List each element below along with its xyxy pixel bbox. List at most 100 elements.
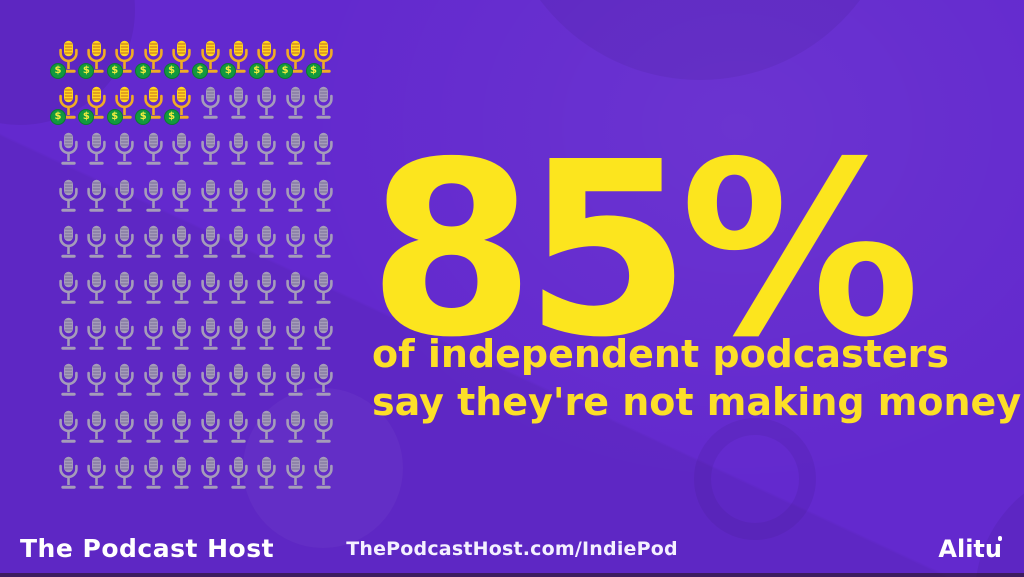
dollar-coin-icon: $ xyxy=(220,63,237,79)
microphone-icon xyxy=(115,317,135,350)
stat-caption: of independent podcasters say they're no… xyxy=(372,330,1021,426)
pictograph-mic-earning: $ xyxy=(191,40,224,86)
pictograph-mic xyxy=(196,271,224,317)
microphone-icon xyxy=(314,179,333,212)
pictograph-mic xyxy=(168,225,196,271)
pictograph-mic xyxy=(111,317,139,363)
pictograph-mic xyxy=(168,410,196,456)
pictograph-mic-earning: $ xyxy=(248,40,281,86)
pictograph-mic xyxy=(310,410,338,456)
microphone-icon xyxy=(87,410,106,443)
microphone-icon xyxy=(229,86,248,119)
pictograph-mic-earning: $ xyxy=(135,86,167,132)
pictograph-mic-earning: $ xyxy=(163,40,196,86)
microphone-icon xyxy=(87,86,106,119)
microphone-icon xyxy=(257,271,277,304)
dollar-coin-icon: $ xyxy=(163,63,180,79)
background-shape xyxy=(500,0,900,80)
pictograph-mic-earning: $ xyxy=(50,40,82,86)
pictograph-mic xyxy=(168,179,196,225)
pictograph-mic xyxy=(253,363,281,409)
microphone-icon xyxy=(314,410,333,443)
microphone-icon xyxy=(172,271,191,304)
microphone-icon xyxy=(286,364,305,397)
pictograph-mic xyxy=(281,132,309,178)
bottom-edge-strip xyxy=(0,573,1024,577)
pictograph-mic xyxy=(196,86,224,132)
pictograph-mic xyxy=(139,363,167,409)
pictograph-mic-earning: $ xyxy=(106,40,139,86)
microphone-icon xyxy=(58,364,78,397)
pictograph-mic xyxy=(224,456,252,502)
microphone-icon xyxy=(87,133,106,166)
microphone-icon xyxy=(229,225,248,258)
microphone-icon xyxy=(286,317,305,350)
microphone-icon xyxy=(257,364,277,397)
microphone-icon xyxy=(144,179,163,212)
microphone-icon xyxy=(58,456,78,489)
microphone-icon xyxy=(172,225,191,258)
microphone-icon xyxy=(115,410,135,443)
microphone-icon xyxy=(314,225,333,258)
microphone-icon xyxy=(172,364,191,397)
pictograph-mic xyxy=(281,86,309,132)
pictograph-mic xyxy=(168,317,196,363)
pictograph-mic xyxy=(139,179,167,225)
pictograph-mic xyxy=(139,271,167,317)
microphone-icon xyxy=(314,456,333,489)
pictograph-mic xyxy=(82,132,110,178)
microphone-icon xyxy=(314,271,333,304)
microphone-icon xyxy=(200,364,220,397)
pictograph-mic xyxy=(253,132,281,178)
dollar-coin-icon: $ xyxy=(277,63,294,79)
pictograph-mic xyxy=(54,363,82,409)
microphone-icon xyxy=(115,86,135,119)
stat-value: 85% xyxy=(368,110,920,390)
pictograph-mic xyxy=(139,456,167,502)
microphone-icon xyxy=(286,271,305,304)
pictograph-mic xyxy=(196,132,224,178)
dollar-coin-icon: $ xyxy=(106,109,123,126)
pictograph-mic xyxy=(196,363,224,409)
microphone-icon xyxy=(257,225,277,258)
pictograph-mic xyxy=(139,225,167,271)
pictograph-mic xyxy=(281,179,309,225)
pictograph-mic xyxy=(82,179,110,225)
microphone-icon xyxy=(314,86,333,119)
pictograph-mic xyxy=(310,271,338,317)
pictograph-mic xyxy=(310,179,338,225)
pictograph-mic xyxy=(253,86,281,132)
pictograph-mic xyxy=(310,86,338,132)
pictograph-mic xyxy=(111,225,139,271)
dollar-coin-icon: $ xyxy=(50,63,66,79)
dollar-coin-icon: $ xyxy=(305,63,322,79)
microphone-icon xyxy=(144,364,163,397)
microphone-icon xyxy=(286,456,305,489)
dollar-coin-icon: $ xyxy=(191,63,208,79)
pictograph-mic-earning: $ xyxy=(50,86,82,132)
pictograph-mic-earning: $ xyxy=(277,40,309,86)
pictograph-mic xyxy=(168,456,196,502)
pictograph-mic xyxy=(281,363,309,409)
pictograph-mic xyxy=(224,410,252,456)
microphone-icon xyxy=(144,317,163,350)
pictograph-mic xyxy=(224,86,252,132)
microphone-icon xyxy=(286,410,305,443)
microphone-icon xyxy=(115,456,135,489)
pictograph-mic xyxy=(224,132,252,178)
microphone-icon xyxy=(257,86,277,119)
pictograph-mic xyxy=(82,410,110,456)
pictograph-mic xyxy=(281,225,309,271)
pictograph-mic xyxy=(196,456,224,502)
microphone-icon xyxy=(286,133,305,166)
pictograph-mic xyxy=(82,271,110,317)
pictograph-mic-earning: $ xyxy=(135,40,167,86)
microphone-icon xyxy=(229,317,248,350)
footer-url: ThePodcastHost.com/IndiePod xyxy=(346,538,678,560)
pictograph-mic xyxy=(139,317,167,363)
pictograph-mic xyxy=(281,410,309,456)
pictograph-mic xyxy=(224,225,252,271)
dollar-coin-icon: $ xyxy=(106,63,123,79)
microphone-icon xyxy=(229,40,248,73)
